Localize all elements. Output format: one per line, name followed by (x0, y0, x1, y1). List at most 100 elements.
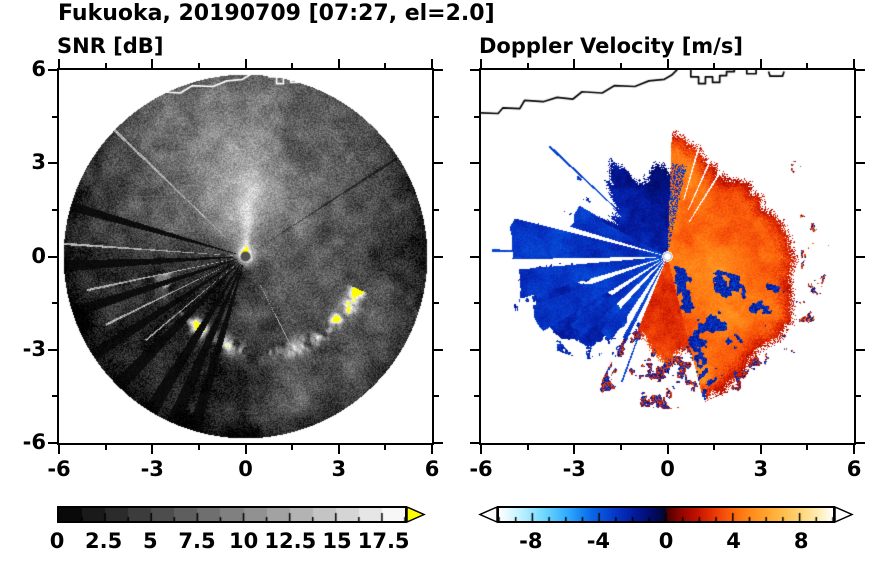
x-tick-label: 3 (753, 457, 769, 481)
axis-tick (52, 395, 57, 398)
axis-tick (853, 445, 855, 454)
snr-panel-title: SNR [dB] (57, 34, 164, 58)
axis-tick (853, 59, 855, 68)
colorbar-tick-label: 8 (793, 529, 809, 553)
velocity-under-arrow-shape (478, 506, 498, 523)
axis-tick (573, 59, 576, 68)
velocity-plot-frame (479, 68, 856, 445)
axis-tick (244, 445, 247, 454)
axis-tick (666, 59, 669, 68)
axis-tick (48, 69, 57, 71)
axis-tick (337, 445, 340, 454)
axis-tick (431, 59, 433, 68)
velocity-panel-title: Doppler Velocity [m/s] (479, 34, 743, 58)
velocity-colorbar (497, 506, 835, 523)
x-tick-label: 6 (424, 457, 440, 481)
x-tick-label: 0 (238, 457, 253, 481)
axis-tick (384, 445, 387, 450)
axis-tick (806, 445, 809, 450)
colorbar-tick-label: 17.5 (357, 529, 410, 553)
velocity-over-arrow-shape (834, 506, 854, 523)
axis-tick (151, 59, 154, 68)
axis-tick (52, 302, 57, 305)
axis-tick (52, 208, 57, 211)
colorbar-tick-label: 4 (726, 529, 741, 553)
axis-tick (759, 445, 762, 454)
axis-tick (434, 302, 439, 305)
axis-tick (384, 63, 387, 68)
colorbar-tick-label: -8 (519, 529, 543, 553)
axis-tick (197, 445, 200, 450)
axis-tick (470, 162, 479, 165)
colorbar-tick-label: 15 (322, 529, 352, 553)
axis-tick (434, 348, 443, 351)
axis-tick (434, 255, 443, 258)
y-tick-label: 0 (31, 243, 46, 268)
axis-tick (856, 162, 865, 165)
axis-tick (104, 445, 107, 450)
y-tick-label: 3 (31, 150, 46, 175)
axis-tick (474, 115, 479, 118)
axis-tick (197, 63, 200, 68)
velocity-colorbar-under-arrow (478, 506, 498, 523)
velocity-plot-canvas (481, 70, 854, 443)
axis-tick (526, 445, 529, 450)
axis-tick (431, 445, 433, 454)
axis-tick (244, 59, 247, 68)
axis-tick (470, 69, 479, 71)
axis-tick (291, 445, 294, 450)
axis-tick (48, 255, 57, 258)
colorbar-tick-label: 7.5 (178, 529, 216, 553)
colorbar-tick-label: 2.5 (85, 529, 123, 553)
figure-title: Fukuoka, 20190709 [07:27, el=2.0] (58, 1, 495, 26)
axis-tick (434, 162, 443, 165)
axis-tick (291, 63, 294, 68)
colorbar-tick-label: 0 (658, 529, 674, 553)
snr-over-arrow-shape (406, 506, 426, 523)
colorbar-tick-label: -4 (586, 529, 611, 553)
axis-tick (856, 208, 861, 211)
snr-plot-canvas (59, 70, 432, 443)
axis-tick (619, 445, 622, 450)
axis-tick (526, 63, 529, 68)
x-tick-label: -3 (140, 457, 164, 481)
axis-tick (856, 395, 861, 398)
axis-tick (104, 63, 107, 68)
axis-tick (619, 63, 622, 68)
axis-tick (480, 445, 482, 454)
snr-colorbar-gradient (59, 508, 405, 521)
axis-tick (470, 442, 479, 444)
colorbar-tick-label: 12.5 (264, 529, 317, 553)
axis-tick (470, 348, 479, 351)
snr-colorbar-over-arrow (406, 506, 426, 523)
axis-tick (474, 208, 479, 211)
axis-tick (58, 59, 60, 68)
colorbar-tick-label: 5 (143, 529, 158, 553)
axis-tick (713, 63, 716, 68)
axis-tick (434, 442, 443, 444)
x-tick-label: 3 (331, 457, 347, 481)
axis-tick (806, 63, 809, 68)
velocity-colorbar-gradient (499, 508, 833, 521)
x-tick-label: 6 (846, 457, 862, 481)
axis-tick (434, 395, 439, 398)
axis-tick (434, 69, 443, 71)
axis-tick (856, 302, 861, 305)
velocity-colorbar-over-arrow (834, 506, 854, 523)
axis-tick (52, 115, 57, 118)
y-tick-label: -6 (22, 430, 46, 454)
axis-tick (856, 255, 865, 258)
axis-tick (713, 445, 716, 450)
colorbar-tick-label: 0 (49, 529, 65, 553)
axis-tick (856, 442, 865, 444)
x-tick-label: -6 (47, 457, 71, 481)
axis-tick (856, 69, 865, 71)
axis-tick (480, 59, 482, 68)
axis-tick (470, 255, 479, 258)
axis-tick (759, 59, 762, 68)
axis-tick (474, 395, 479, 398)
axis-tick (48, 162, 57, 165)
axis-tick (58, 445, 60, 454)
y-tick-label: -3 (22, 336, 46, 361)
